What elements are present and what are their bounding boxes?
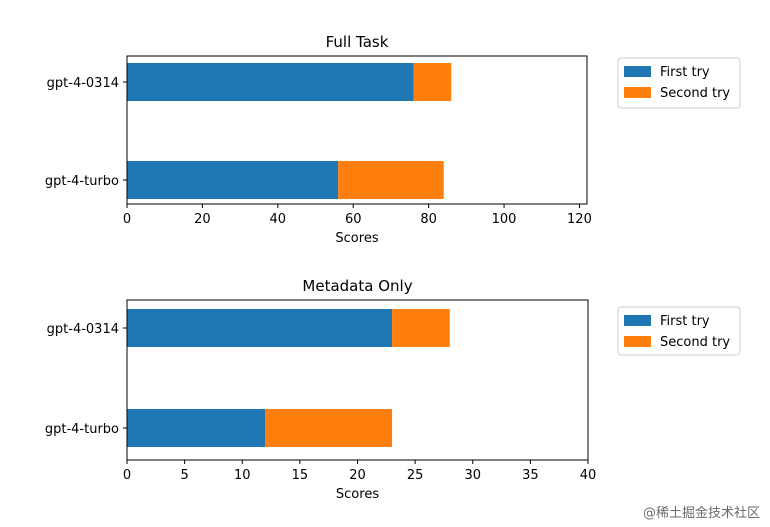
chart1-xtick-label: 20	[194, 212, 211, 227]
chart1-bar-gpt-4-turbo-second-try	[338, 161, 444, 199]
chart2-xtick-label: 15	[292, 468, 309, 483]
chart1-xtick-label: 80	[420, 212, 437, 227]
chart2-title: Metadata Only	[302, 277, 412, 295]
chart1-axes-frame	[126, 55, 588, 205]
chart1-legend-label: Second try	[660, 86, 730, 101]
chart1-xtick-label: 120	[567, 212, 592, 227]
watermark: @稀土掘金技术社区	[642, 506, 760, 521]
chart1-bar-gpt-4-0314-second-try	[413, 63, 452, 101]
chart2-xtick-label: 25	[407, 468, 424, 483]
chart2-xtick-label: 10	[234, 468, 251, 483]
chart1-bar-gpt-4-0314-first-try	[127, 63, 414, 101]
chart1-bar-gpt-4-turbo-first-try	[127, 161, 339, 199]
chart2-bar-gpt-4-0314-first-try	[127, 309, 393, 347]
chart1-xtick-label: 60	[345, 212, 362, 227]
chart2-xtick-label: 35	[522, 468, 539, 483]
chart1-xtick-label: 100	[492, 212, 517, 227]
chart2-xtick-label: 40	[580, 468, 597, 483]
chart2-bar-gpt-4-turbo-second-try	[265, 409, 393, 447]
chart1-legend-swatch-first-try	[624, 66, 651, 77]
chart1-ytick-label: gpt-4-0314	[47, 76, 119, 91]
chart2-legend-label: Second try	[660, 335, 730, 350]
chart1-legend-label: First try	[660, 65, 710, 80]
chart1-title: Full Task	[326, 33, 389, 51]
chart2-bar-gpt-4-turbo-first-try	[127, 409, 266, 447]
chart2-xtick-label: 30	[464, 468, 481, 483]
chart1-legend-swatch-second-try	[624, 87, 651, 98]
chart1-xtick-label: 0	[123, 212, 131, 227]
chart2-xtick-label: 5	[180, 468, 188, 483]
chart2-xtick-label: 0	[123, 468, 131, 483]
chart1-xtick-label: 40	[270, 212, 287, 227]
chart1-ytick-label: gpt-4-turbo	[45, 174, 119, 189]
chart2-ytick-label: gpt-4-0314	[47, 322, 119, 337]
chart2-bar-gpt-4-0314-second-try	[392, 309, 450, 347]
chart2-legend-swatch-second-try	[624, 336, 651, 347]
chart2-legend-swatch-first-try	[624, 315, 651, 326]
chart1-xlabel: Scores	[335, 231, 378, 246]
chart2-ytick-label: gpt-4-turbo	[45, 422, 119, 437]
chart2-legend-label: First try	[660, 314, 710, 329]
chart2-xtick-label: 20	[349, 468, 366, 483]
chart2-xlabel: Scores	[336, 487, 379, 502]
